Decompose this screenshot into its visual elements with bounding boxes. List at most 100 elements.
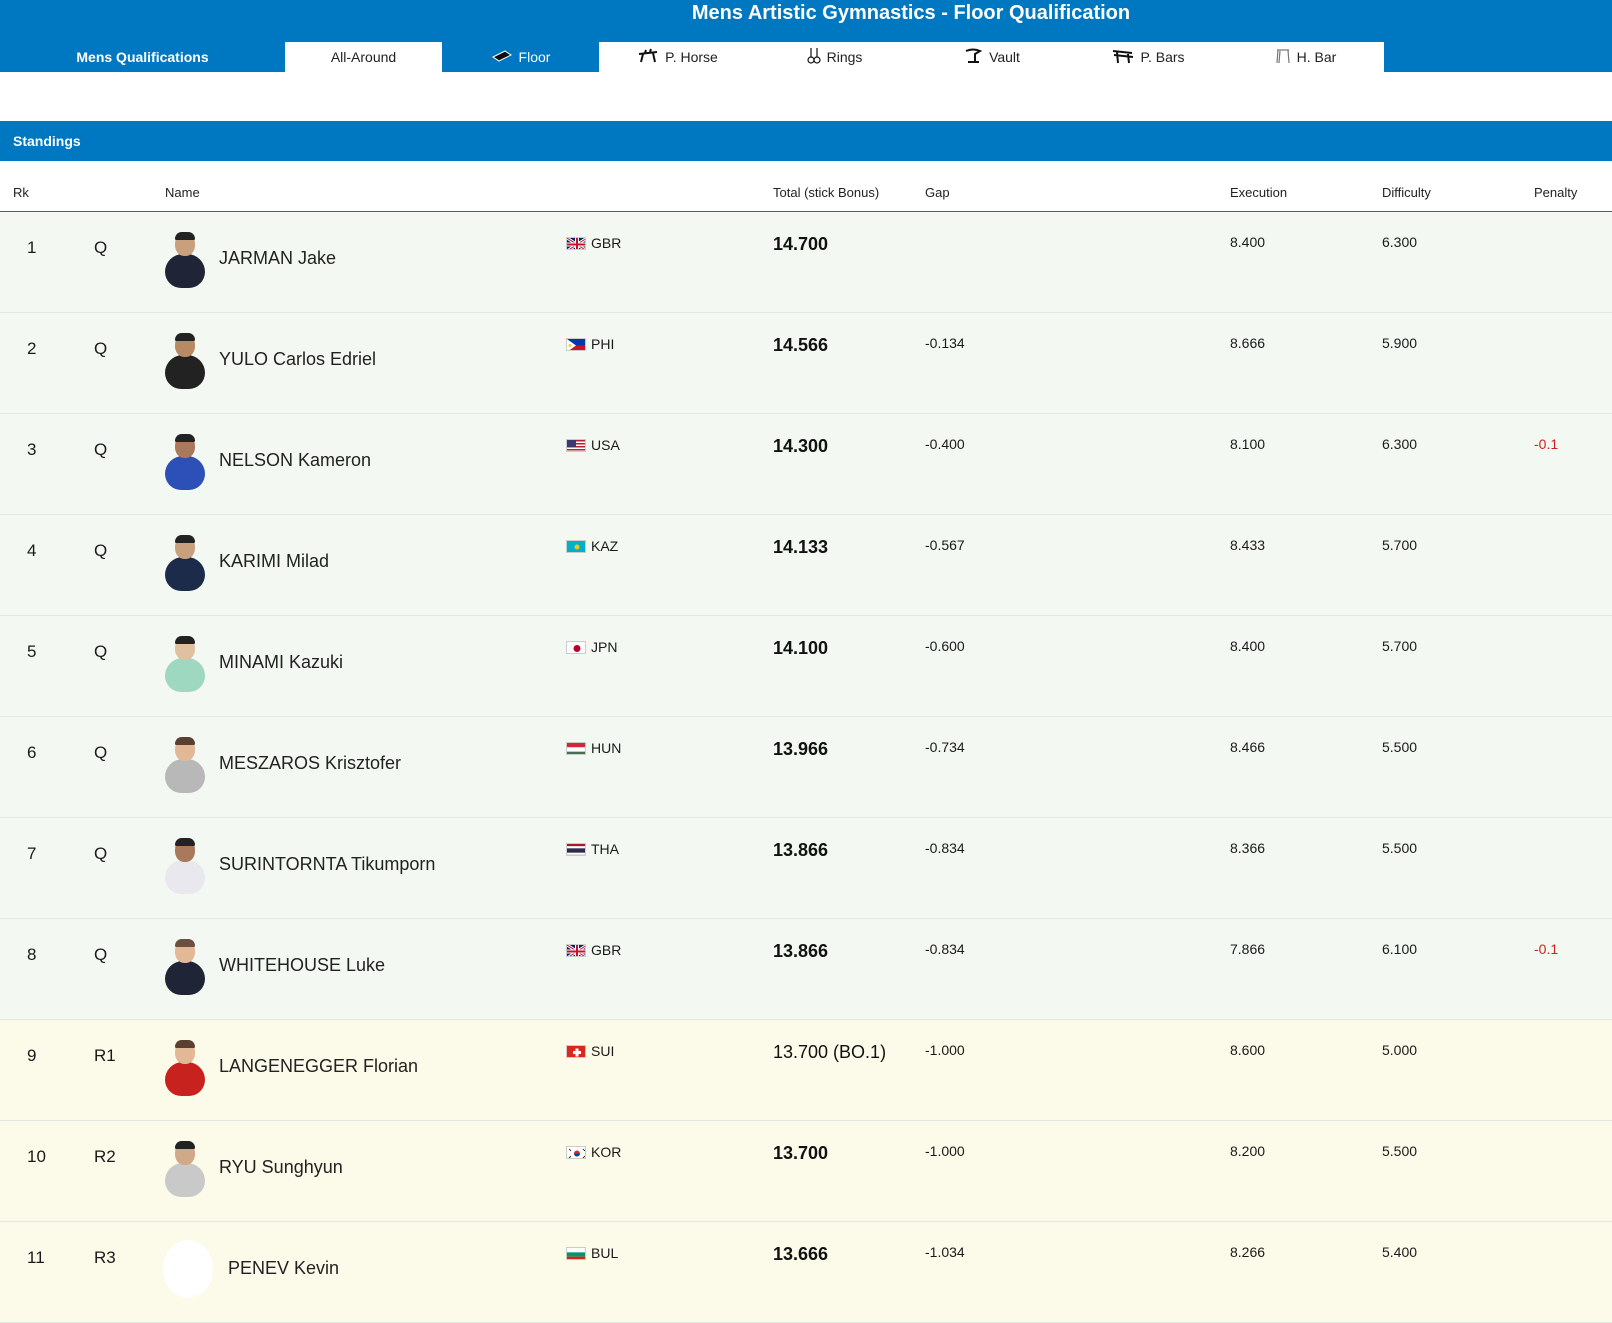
gap: -1.034 [925, 1244, 965, 1260]
nation: PHI [566, 336, 614, 352]
table-row[interactable]: 4 Q KARIMI Milad KAZ 14.133 -0.567 8.433… [0, 515, 1612, 616]
rank: 1 [27, 238, 37, 257]
pommel-horse-icon [637, 48, 659, 67]
avatar [165, 535, 205, 591]
avatar [165, 1040, 205, 1096]
penalty: -0.1 [1534, 436, 1559, 452]
avatar [165, 838, 205, 894]
parallel-bars-icon [1112, 48, 1134, 67]
penalty: -0.1 [1534, 941, 1559, 957]
total-score: 14.566 [773, 335, 829, 355]
execution-score: 8.266 [1230, 1244, 1266, 1260]
nation-code: GBR [591, 942, 622, 958]
execution-score: 8.400 [1230, 638, 1266, 654]
qualification-status: Q [94, 743, 108, 762]
tab-all-around[interactable]: All-Around [285, 42, 442, 72]
avatar [165, 636, 205, 692]
tab-high-bar[interactable]: H. Bar [1227, 42, 1384, 72]
table-header: Rk Name Total (stick Bonus) Gap Executio… [0, 161, 1612, 212]
total-score: 14.300 [773, 436, 829, 456]
gap: -0.600 [925, 638, 965, 654]
rank: 5 [27, 642, 37, 661]
nation: THA [566, 841, 619, 857]
nation-code: KAZ [591, 538, 619, 554]
athlete-name[interactable]: NELSON Kameron [219, 450, 372, 470]
col-rk[interactable]: Rk [13, 185, 29, 200]
table-row[interactable]: 6 Q MESZAROS Krisztofer HUN 13.966 -0.73… [0, 717, 1612, 818]
rank: 3 [27, 440, 37, 459]
athlete-name[interactable]: RYU Sunghyun [219, 1157, 343, 1177]
nation-code: HUN [591, 740, 622, 756]
gap: -0.567 [925, 537, 965, 553]
col-difficulty[interactable]: Difficulty [1382, 185, 1431, 200]
athlete-name[interactable]: PENEV Kevin [228, 1258, 340, 1278]
avatar [165, 232, 205, 288]
qualification-status: Q [94, 844, 108, 863]
tab-vault[interactable]: Vault [913, 42, 1070, 72]
table-row[interactable]: 8 Q WHITEHOUSE Luke GBR 13.866 -0.834 7.… [0, 919, 1612, 1020]
qualification-status: R2 [94, 1147, 116, 1166]
qualification-status: R1 [94, 1046, 116, 1065]
nation-code: GBR [591, 235, 622, 251]
col-name[interactable]: Name [165, 185, 200, 200]
qualification-status: Q [94, 339, 108, 358]
tab-parallel-bars[interactable]: P. Bars [1070, 42, 1227, 72]
table-row[interactable]: 11 R3 PENEV Kevin BUL 13.666 -1.034 8.26… [0, 1222, 1612, 1323]
tab-pommel-horse[interactable]: P. Horse [599, 42, 756, 72]
high-bar-icon [1275, 48, 1291, 67]
rank: 11 [27, 1248, 45, 1267]
difficulty-score: 5.000 [1382, 1042, 1418, 1058]
athlete-name[interactable]: MESZAROS Krisztofer [219, 753, 402, 773]
table-row[interactable]: 3 Q NELSON Kameron USA 14.300 -0.400 8.1… [0, 414, 1612, 515]
tab-label: Vault [989, 49, 1020, 65]
col-penalty[interactable]: Penalty [1534, 185, 1578, 200]
nation: KAZ [566, 538, 618, 554]
tab-floor[interactable]: Floor [442, 42, 599, 72]
tab-label: Floor [518, 49, 551, 65]
table-row[interactable]: 10 R2 RYU Sunghyun KOR 13.700 -1.000 8.2… [0, 1121, 1612, 1222]
tab-mens-qualifications[interactable]: Mens Qualifications [0, 42, 285, 72]
athlete-name[interactable]: WHITEHOUSE Luke [219, 955, 386, 975]
execution-score: 8.466 [1230, 739, 1266, 755]
total-score: 14.100 [773, 638, 829, 658]
total-score: 13.866 [773, 941, 829, 961]
col-gap[interactable]: Gap [925, 185, 950, 200]
rank: 10 [27, 1147, 46, 1166]
nation: USA [566, 437, 620, 453]
total-score: 13.866 [773, 840, 829, 860]
total-score: 13.700 [773, 1143, 829, 1163]
nation: KOR [566, 1144, 621, 1160]
tab-rings[interactable]: Rings [756, 42, 913, 72]
tab-bar: Mens Qualifications All-Around Floor P. … [0, 42, 1612, 72]
athlete-name[interactable]: YULO Carlos Edriel [219, 349, 377, 369]
nation: HUN [566, 740, 621, 756]
table-row[interactable]: 1 Q JARMAN Jake GBR 14.700 8.400 6.300 [0, 212, 1612, 313]
total-score: 13.700 (BO.1) [773, 1042, 887, 1062]
nation: SUI [566, 1043, 614, 1059]
athlete-name[interactable]: KARIMI Milad [219, 551, 330, 571]
difficulty-score: 5.700 [1382, 537, 1418, 553]
athlete-name[interactable]: MINAMI Kazuki [219, 652, 344, 672]
avatar [165, 333, 205, 389]
table-row[interactable]: 5 Q MINAMI Kazuki JPN 14.100 -0.600 8.40… [0, 616, 1612, 717]
execution-score: 8.433 [1230, 537, 1266, 553]
nation-code: SUI [591, 1043, 615, 1059]
athlete-name[interactable]: LANGENEGGER Florian [219, 1056, 419, 1076]
avatar [165, 737, 205, 793]
table-row[interactable]: 7 Q SURINTORNTA Tikumporn THA 13.866 -0.… [0, 818, 1612, 919]
col-execution[interactable]: Execution [1230, 185, 1288, 200]
difficulty-score: 5.500 [1382, 1143, 1418, 1159]
table-row[interactable]: 9 R1 LANGENEGGER Florian SUI 13.700 (BO.… [0, 1020, 1612, 1121]
difficulty-score: 6.300 [1382, 234, 1418, 250]
total-score: 14.700 [773, 234, 829, 254]
table-row[interactable]: 2 Q YULO Carlos Edriel PHI 14.566 -0.134… [0, 313, 1612, 414]
col-total[interactable]: Total (stick Bonus) [773, 185, 880, 200]
execution-score: 8.200 [1230, 1143, 1266, 1159]
execution-score: 8.600 [1230, 1042, 1266, 1058]
difficulty-score: 6.100 [1382, 941, 1418, 957]
tab-label: H. Bar [1296, 49, 1337, 65]
athlete-name[interactable]: SURINTORNTA Tikumporn [219, 854, 436, 874]
flag-bul-icon [566, 1246, 586, 1260]
total-score: 13.966 [773, 739, 829, 759]
athlete-name[interactable]: JARMAN Jake [219, 248, 337, 268]
